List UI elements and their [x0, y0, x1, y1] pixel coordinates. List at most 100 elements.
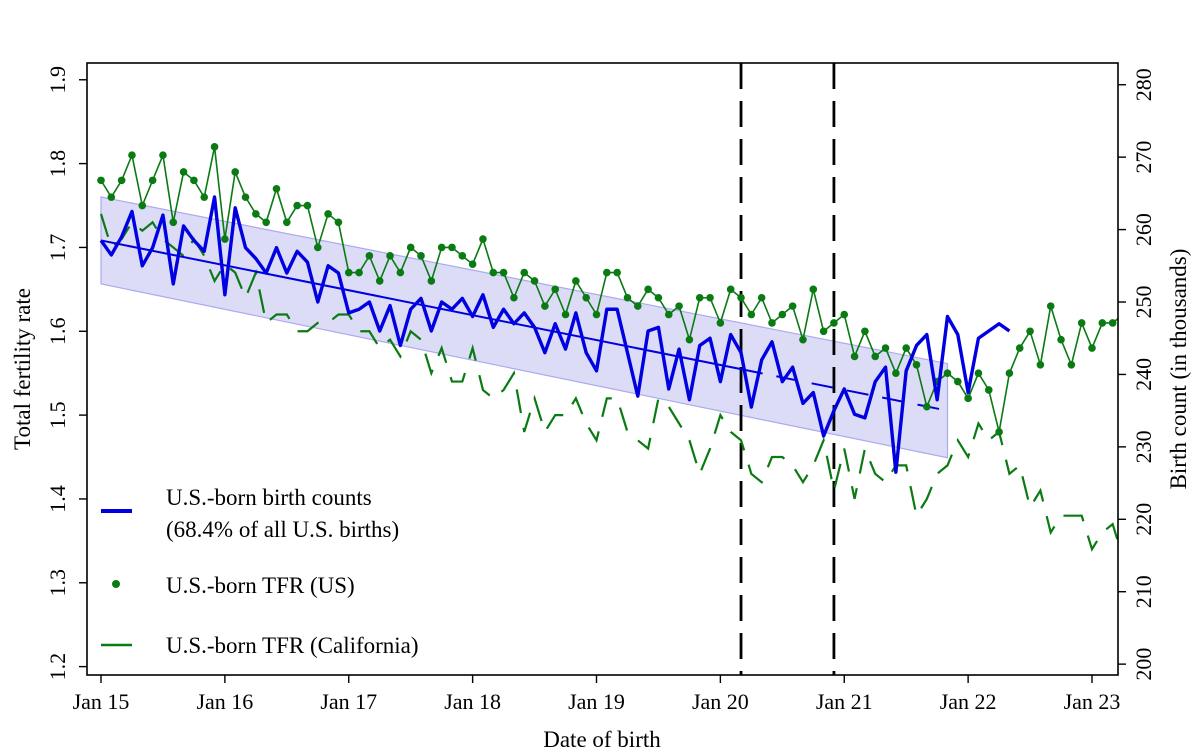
tfr-us-point: [200, 193, 209, 201]
y-axis-title-left: Total fertility rate: [10, 288, 35, 450]
tfr-us-point: [210, 143, 219, 151]
tfr-us-point: [128, 151, 136, 160]
y-left-tick-label: 1.5: [45, 401, 70, 429]
tfr-us-point: [1057, 335, 1065, 344]
tfr-us-point: [695, 293, 704, 302]
tfr-us-point: [685, 335, 694, 344]
tfr-us-point: [1119, 311, 1127, 319]
tfr-us-point: [417, 252, 425, 260]
tfr-us-point: [324, 210, 332, 218]
axes: Jan 15 Jan 16 Jan 17 Jan 18 Jan 19 Jan 20 Jan …: [45, 66, 1156, 714]
tfr-us-point: [406, 243, 415, 252]
tfr-us-point: [334, 218, 343, 227]
tfr-us-point: [1108, 319, 1117, 327]
y-right-tick-label: 270: [1131, 141, 1156, 174]
tfr-us-point: [97, 176, 105, 185]
tfr-us-point: [241, 193, 250, 201]
y-left-tick-label: 1.7: [45, 234, 70, 262]
tfr-us-point: [179, 168, 188, 176]
y-left-tick-label: 1.4: [45, 485, 70, 513]
tfr-us-point: [107, 193, 116, 201]
tfr-us-point: [561, 310, 570, 319]
y-left-tick-label: 1.3: [45, 569, 70, 597]
legend-label-birth-counts-line2: (68.4% of all U.S. births): [166, 517, 399, 542]
tfr-us-point: [551, 285, 560, 294]
tfr-us-point: [148, 176, 157, 185]
tfr-us-point: [799, 335, 807, 344]
series-line-tfr-us: [100, 146, 1118, 433]
tfr-us-point: [737, 293, 745, 302]
tfr-us-point: [468, 260, 477, 269]
x-tick-label: Jan 23: [1064, 689, 1121, 714]
tfr-us-point: [892, 369, 900, 377]
tfr-us-point: [1026, 327, 1034, 336]
tfr-us-point: [344, 268, 353, 277]
tfr-us-point: [386, 252, 394, 260]
x-tick-label: Jan 22: [940, 689, 997, 714]
tfr-us-point: [675, 302, 683, 310]
tfr-us-point: [623, 293, 632, 302]
series-line-tfr-california: [99, 213, 1118, 552]
tfr-us-point: [138, 201, 147, 210]
tfr-us-point: [437, 243, 446, 252]
plot-frame: [86, 62, 1119, 676]
tfr-us-point: [633, 302, 642, 310]
legend: U.S.-born birth counts (68.4% of all U.S…: [101, 485, 419, 658]
tfr-us-point: [272, 184, 281, 193]
tfr-us-point: [117, 176, 126, 185]
tfr-us-point: [365, 252, 374, 260]
tfr-us-point: [1098, 319, 1107, 327]
tfr-us-point: [572, 277, 580, 285]
y-right-tick-label: 230: [1131, 430, 1156, 463]
tfr-us-point: [850, 352, 859, 361]
y-right-tick-label: 240: [1131, 358, 1156, 391]
tfr-us-point: [252, 210, 260, 218]
tfr-us-point: [757, 293, 766, 302]
tfr-us-point: [375, 277, 384, 285]
tfr-us-point: [283, 218, 291, 227]
tfr-us-point: [262, 218, 270, 227]
tfr-us-point: [840, 310, 849, 319]
tfr-us-point: [541, 302, 549, 310]
tfr-us-point: [974, 369, 983, 377]
tfr-us-point: [1005, 369, 1014, 377]
tfr-us-point: [778, 310, 787, 319]
y-left-tick-label: 1.8: [45, 150, 70, 178]
tfr-us-point: [995, 428, 1003, 436]
y-axis-title-right: Birth count (in thousands): [1166, 249, 1191, 490]
y-right-tick-label: 200: [1131, 648, 1156, 681]
tfr-us-point: [644, 285, 652, 294]
x-tick-label: Jan 19: [568, 689, 625, 714]
tfr-us-point: [592, 310, 601, 319]
tfr-us-point: [479, 235, 487, 243]
x-tick-label: Jan 20: [692, 689, 749, 714]
tfr-us-point: [1036, 361, 1045, 369]
y-left-tick-label: 1.2: [45, 653, 70, 681]
tfr-us-point: [706, 293, 714, 302]
tfr-us-point: [1088, 344, 1096, 352]
tfr-us-point: [716, 319, 725, 327]
tfr-us-point: [964, 394, 972, 403]
tfr-us-point: [871, 352, 880, 361]
tfr-us-point: [861, 327, 869, 336]
tfr-us-point: [1046, 302, 1055, 310]
series-layer: [97, 143, 1127, 552]
tfr-us-point: [303, 201, 312, 210]
tfr-us-point: [458, 252, 467, 260]
tfr-us-point: [499, 268, 508, 277]
tfr-us-point: [664, 310, 673, 319]
legend-label-tfr-us: U.S.-born TFR (US): [166, 573, 355, 598]
tfr-us-point: [902, 344, 910, 352]
x-tick-label: Jan 18: [444, 689, 501, 714]
tfr-us-point: [231, 168, 239, 176]
y-right-tick-label: 250: [1131, 286, 1156, 319]
tfr-us-point: [520, 268, 529, 277]
x-tick-label: Jan 17: [320, 689, 377, 714]
tfr-us-point: [912, 361, 921, 369]
tfr-us-point: [396, 268, 405, 277]
legend-key-tfr-us: [112, 580, 120, 588]
series-line-birth-counts: [99, 195, 1011, 474]
x-tick-label: Jan 15: [73, 689, 130, 714]
tfr-us-point: [603, 268, 611, 277]
